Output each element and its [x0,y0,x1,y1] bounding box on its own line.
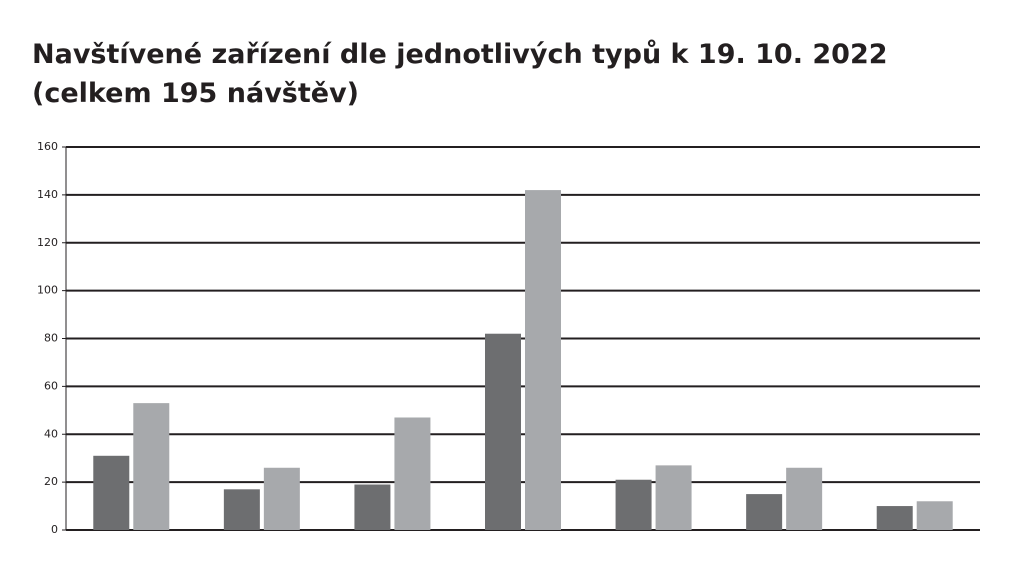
y-tick-label: 0 [51,523,58,536]
y-tick-label: 120 [37,236,58,249]
bar [525,190,561,530]
y-tick-label: 20 [44,475,58,488]
chart-title: Navštívené zařízení dle jednotlivých typ… [32,39,888,70]
bar [133,403,170,530]
y-tick-label: 100 [37,284,58,297]
y-tick-label: 160 [37,140,58,153]
y-tick-label: 60 [44,379,58,392]
bar [876,506,913,530]
bar [394,417,431,530]
bar [615,479,652,530]
y-tick-label: 140 [37,188,58,201]
bar [93,455,130,530]
bar [354,484,391,530]
bar [263,467,300,530]
chart-title: (celkem 195 návštěv) [32,78,359,109]
bar [916,501,953,530]
bar [746,494,783,530]
y-tick-label: 40 [44,427,58,440]
y-tick-label: 80 [44,332,58,345]
bar [786,467,823,530]
bar [655,465,692,530]
bar [485,333,521,530]
bar [223,489,260,530]
